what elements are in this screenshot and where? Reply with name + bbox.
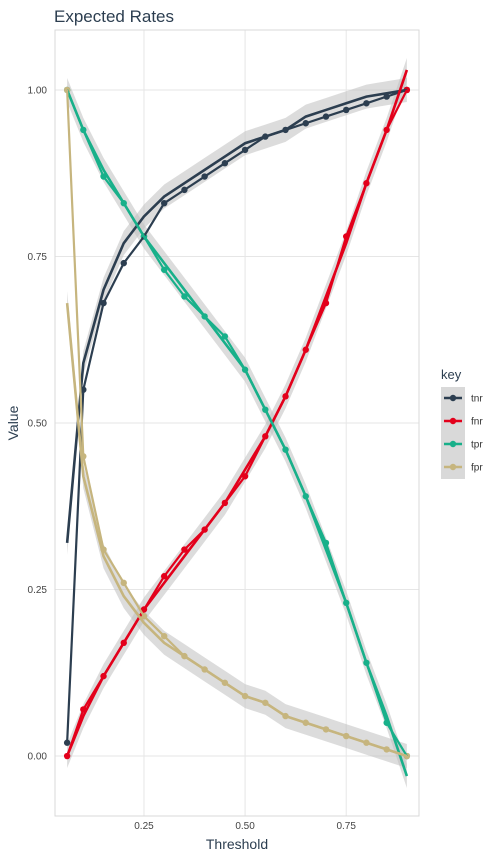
- x-axis-title: Threshold: [206, 836, 268, 852]
- grid-lines: [54, 29, 420, 817]
- y-tick-label: 0.00: [28, 752, 48, 763]
- x-tick-label: 0.25: [134, 821, 154, 832]
- y-axis-ticks: 0.00 0.25 0.50 0.75 1.00: [28, 85, 48, 762]
- legend-key-point-tnr: [449, 394, 457, 402]
- legend-label-fnr: fnr: [471, 417, 483, 428]
- legend-key-point-fnr: [449, 417, 457, 425]
- legend-label-fpr: fpr: [471, 463, 483, 474]
- legend-label-tpr: tpr: [471, 440, 483, 451]
- smooth-lines: [65, 69, 409, 777]
- panel-border: [54, 29, 420, 817]
- y-tick-label: 1.00: [28, 85, 48, 96]
- legend-key-point-tpr: [449, 440, 457, 448]
- x-tick-label: 0.75: [336, 821, 356, 832]
- y-tick-label: 0.25: [28, 585, 48, 596]
- y-tick-label: 0.75: [28, 252, 48, 263]
- smooth-line-tnr: [65, 88, 408, 544]
- legend-label-tnr: tnr: [471, 394, 483, 405]
- legend-key-point-fpr: [449, 463, 457, 471]
- band-fnr: [67, 57, 407, 769]
- legend: key tnr fnr tpr fpr: [441, 367, 483, 479]
- legend-title: key: [441, 367, 462, 382]
- y-axis-title: Value: [5, 405, 21, 440]
- x-tick-label: 0.50: [235, 821, 255, 832]
- chart-title: Expected Rates: [54, 7, 174, 26]
- confidence-bands: [67, 57, 407, 789]
- band-tnr: [67, 77, 407, 555]
- y-tick-label: 0.50: [28, 419, 48, 430]
- x-axis-ticks: 0.25 0.50 0.75: [134, 821, 356, 832]
- smooth-line-fnr: [65, 69, 409, 757]
- smooth-line-fpr: [65, 302, 408, 758]
- smooth-line-tpr: [65, 89, 409, 777]
- series-line-tnr: [66, 88, 408, 743]
- band-tpr: [67, 77, 407, 789]
- legend-key-background: [441, 387, 465, 479]
